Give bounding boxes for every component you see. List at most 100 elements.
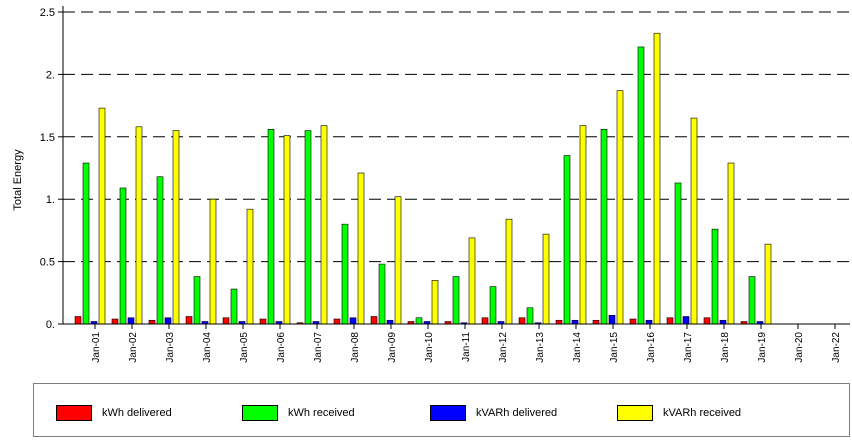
bar-kwh-delivered	[148, 319, 156, 325]
x-tick-label: Jan-16	[646, 332, 657, 363]
bar-kwh-received	[230, 288, 238, 325]
bar-kwh-received	[452, 276, 460, 325]
x-tick-label: Jan-02	[128, 332, 139, 363]
bar-kwh-received	[156, 176, 164, 325]
x-tick-label: Jan-04	[202, 332, 213, 363]
bar-kwh-received	[267, 129, 275, 325]
x-tick-label: Jan-09	[387, 332, 398, 363]
bar-kvarh-delivered	[127, 317, 135, 325]
bar-kvarh-received	[579, 125, 587, 325]
y-axis-label: Total Energy	[12, 149, 24, 211]
bar-kvarh-received	[690, 117, 698, 325]
bar-kvarh-delivered	[608, 314, 616, 325]
legend-item: kVARh received	[617, 404, 741, 422]
bar-kwh-delivered	[74, 316, 82, 325]
bar-kwh-received	[489, 286, 497, 325]
bar-kvarh-received	[320, 125, 328, 325]
x-tick-label: Jan-11	[461, 332, 472, 362]
bar-kvarh-received	[653, 32, 661, 325]
bar-kvarh-delivered	[386, 319, 394, 325]
x-tick-label: Jan-03	[165, 332, 176, 363]
bar-kvarh-received	[357, 172, 365, 325]
bar-kvarh-received	[542, 233, 550, 325]
bar-kvarh-delivered	[719, 319, 727, 325]
x-tick-label: Jan-15	[609, 332, 620, 363]
bar-kvarh-received	[172, 130, 180, 325]
x-tick-label: Jan-05	[239, 332, 250, 363]
bar-kvarh-received	[98, 107, 106, 325]
legend: kWh delivered kWh received kVARh delivered…	[33, 383, 850, 437]
bar-kvarh-received	[283, 135, 291, 325]
x-tick-label: Jan-17	[683, 332, 694, 363]
bar-kwh-delivered	[111, 318, 119, 325]
legend-item: kWh delivered	[56, 404, 172, 422]
bar-kwh-received	[82, 162, 90, 325]
bar-kwh-received	[600, 129, 608, 325]
x-tick-label: Jan-22	[831, 332, 842, 363]
axes	[58, 6, 850, 329]
bar-kwh-delivered	[555, 319, 563, 325]
y-tick-label: 2.5	[40, 7, 55, 19]
x-tick-label: Jan-18	[720, 332, 731, 363]
y-tick-label: 1.5	[40, 132, 55, 144]
bar-kwh-delivered	[666, 317, 674, 325]
legend-item: kVARh delivered	[430, 404, 557, 422]
x-tick-label: Jan-19	[757, 332, 768, 363]
bar-kvarh-received	[135, 126, 143, 325]
bar-kvarh-received	[505, 218, 513, 325]
bar-kvarh-delivered	[682, 316, 690, 325]
bar-kwh-received	[119, 187, 127, 325]
x-tick-label: Jan-06	[276, 332, 287, 363]
bar-kvarh-delivered	[645, 319, 653, 325]
grid-lines	[63, 11, 850, 263]
bar-kwh-delivered	[222, 317, 230, 325]
bar-kwh-received	[748, 276, 756, 325]
bar-kwh-delivered	[592, 319, 600, 325]
bar-kwh-delivered	[518, 317, 526, 325]
bar-kvarh-received	[246, 208, 254, 325]
legend-swatch	[242, 405, 278, 421]
bar-kvarh-delivered	[571, 319, 579, 325]
bar-chart: 0. 0.5 1. 1.5 2. 2.5 Jan-01 Jan-02 Jan-03 Jan-04…	[12, 6, 850, 363]
y-tick-labels: 0. 0.5 1. 1.5 2. 2.5	[40, 7, 55, 331]
x-tick-label: Jan-12	[498, 332, 509, 363]
bar-kwh-received	[193, 276, 201, 325]
bars	[74, 32, 772, 325]
y-tick-label: 2.	[46, 69, 55, 81]
bar-kwh-delivered	[629, 318, 637, 325]
bar-kwh-received	[341, 223, 349, 325]
bar-kvarh-delivered	[164, 317, 172, 325]
bar-kwh-received	[526, 307, 534, 325]
bar-kwh-delivered	[185, 316, 193, 325]
bar-kwh-delivered	[259, 318, 267, 325]
x-tick-label: Jan-01	[91, 332, 102, 363]
bar-kwh-delivered	[370, 316, 378, 325]
x-tick-label: Jan-14	[572, 332, 583, 363]
y-tick-label: 1.	[46, 194, 55, 206]
bar-kvarh-received	[727, 162, 735, 325]
bar-kwh-delivered	[703, 317, 711, 325]
legend-swatch	[430, 405, 466, 421]
bar-kvarh-received	[764, 243, 772, 325]
x-tick-label: Jan-13	[535, 332, 546, 363]
bar-kwh-received	[563, 155, 571, 325]
x-tick-label: Jan-20	[794, 332, 805, 363]
legend-swatch	[56, 405, 92, 421]
legend-swatch	[617, 405, 653, 421]
bar-kwh-delivered	[481, 317, 489, 325]
legend-item: kWh received	[242, 404, 355, 422]
x-tick-label: Jan-07	[313, 332, 324, 363]
bar-kvarh-received	[616, 90, 624, 325]
bar-kvarh-received	[209, 198, 217, 325]
bar-kwh-received	[637, 46, 645, 325]
x-tick-label: Jan-08	[350, 332, 361, 363]
y-tick-label: 0.	[46, 319, 55, 331]
bar-kvarh-delivered	[349, 317, 357, 325]
x-tick-label: Jan-10	[424, 332, 435, 363]
bar-kvarh-received	[431, 280, 439, 325]
bar-kwh-received	[304, 130, 312, 325]
bar-kwh-received	[415, 317, 423, 325]
bar-kwh-received	[378, 263, 386, 325]
legend-label: kWh received	[288, 407, 355, 419]
bar-kwh-delivered	[333, 318, 341, 325]
